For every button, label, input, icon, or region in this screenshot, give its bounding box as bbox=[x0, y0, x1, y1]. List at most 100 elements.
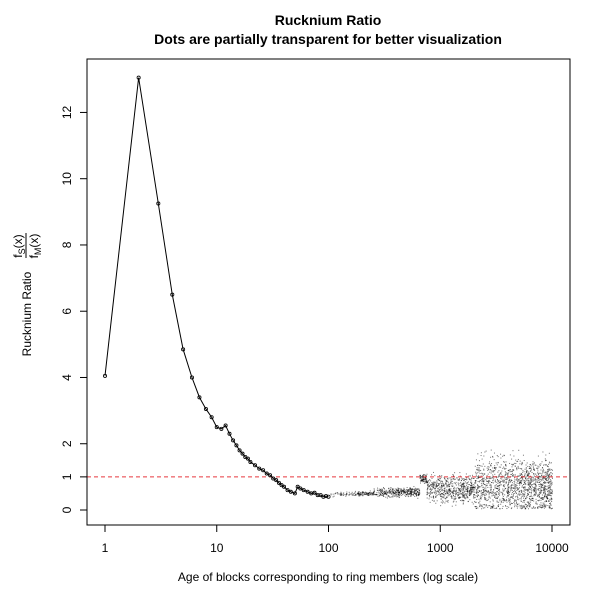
scatter-dot bbox=[532, 464, 534, 466]
scatter-dot bbox=[461, 489, 463, 491]
scatter-dot bbox=[542, 470, 544, 472]
scatter-dot bbox=[485, 477, 487, 479]
scatter-dot bbox=[471, 486, 473, 488]
scatter-dot bbox=[537, 477, 539, 479]
scatter-dot bbox=[500, 472, 502, 474]
scatter-dot bbox=[528, 474, 530, 476]
scatter-dot bbox=[471, 492, 473, 494]
scatter-dot bbox=[491, 463, 493, 465]
scatter-dot bbox=[526, 489, 528, 491]
scatter-dot bbox=[443, 485, 445, 487]
scatter-dot bbox=[540, 463, 542, 465]
scatter-dot bbox=[542, 498, 544, 500]
scatter-dot bbox=[393, 493, 395, 495]
scatter-dot bbox=[520, 474, 522, 476]
scatter-dot bbox=[539, 506, 541, 508]
scatter-dot bbox=[403, 487, 405, 489]
scatter-dot bbox=[383, 487, 385, 489]
scatter-dot bbox=[546, 478, 548, 480]
scatter-dot bbox=[550, 489, 552, 491]
ratio-point bbox=[240, 451, 245, 456]
scatter-dot bbox=[510, 508, 512, 510]
scatter-dot bbox=[523, 479, 525, 481]
scatter-dot bbox=[547, 469, 549, 471]
scatter-dot bbox=[527, 484, 529, 486]
scatter-dot bbox=[358, 493, 360, 495]
scatter-dot bbox=[498, 481, 500, 483]
scatter-dot bbox=[526, 495, 528, 497]
scatter-dot bbox=[542, 485, 544, 487]
scatter-dot bbox=[450, 477, 452, 479]
scatter-dot bbox=[477, 476, 479, 478]
scatter-dot bbox=[382, 494, 384, 496]
scatter-dot bbox=[509, 490, 511, 492]
scatter-dot bbox=[391, 496, 393, 498]
scatter-dot bbox=[428, 480, 430, 482]
scatter-dot bbox=[441, 502, 443, 504]
scatter-dot bbox=[471, 486, 473, 488]
scatter-dot bbox=[494, 495, 496, 497]
scatter-dot bbox=[432, 485, 434, 487]
scatter-dot bbox=[431, 482, 433, 484]
scatter-dot bbox=[527, 465, 529, 467]
scatter-dot bbox=[548, 506, 550, 508]
scatter-dot bbox=[419, 493, 421, 495]
scatter-dot bbox=[413, 492, 415, 494]
scatter-dot bbox=[523, 505, 525, 507]
scatter-dot bbox=[509, 462, 511, 464]
scatter-dot bbox=[394, 495, 396, 497]
scatter-dot bbox=[468, 479, 470, 481]
scatter-dot bbox=[547, 490, 549, 492]
scatter-dot bbox=[540, 476, 542, 478]
scatter-dot bbox=[522, 478, 524, 480]
scatter-dot bbox=[430, 480, 432, 482]
scatter-dot bbox=[528, 497, 530, 499]
scatter-dot bbox=[436, 484, 438, 486]
scatter-dot bbox=[532, 499, 534, 501]
scatter-dot bbox=[514, 503, 516, 505]
scatter-dot bbox=[497, 487, 499, 489]
scatter-dot bbox=[461, 486, 463, 488]
scatter-dot bbox=[390, 496, 392, 498]
scatter-dot bbox=[446, 485, 448, 487]
scatter-dot bbox=[470, 479, 472, 481]
scatter-dot bbox=[476, 476, 478, 478]
scatter-dot bbox=[522, 501, 524, 503]
scatter-dot bbox=[454, 472, 456, 474]
scatter-dot bbox=[422, 479, 424, 481]
scatter-dot bbox=[491, 476, 493, 478]
scatter-dot bbox=[536, 503, 538, 505]
scatter-dot bbox=[536, 495, 538, 497]
scatter-dot bbox=[472, 477, 474, 479]
scatter-dot bbox=[462, 487, 464, 489]
scatter-dot bbox=[532, 497, 534, 499]
scatter-dot bbox=[507, 492, 509, 494]
scatter-dot bbox=[463, 479, 465, 481]
scatter-dot bbox=[549, 505, 551, 507]
scatter-dot bbox=[543, 487, 545, 489]
scatter-dot bbox=[398, 496, 400, 498]
scatter-dot bbox=[485, 504, 487, 506]
scatter-dot bbox=[453, 499, 455, 501]
scatter-dot bbox=[473, 496, 475, 498]
scatter-dot bbox=[490, 477, 492, 479]
scatter-dot bbox=[386, 497, 388, 499]
scatter-dot bbox=[441, 490, 443, 492]
scatter-dot bbox=[459, 488, 461, 490]
scatter-dot bbox=[397, 492, 399, 494]
scatter-dot bbox=[467, 487, 469, 489]
scatter-dot bbox=[541, 483, 543, 485]
scatter-dots-layer bbox=[330, 449, 553, 510]
scatter-dot bbox=[497, 489, 499, 491]
scatter-dot bbox=[330, 493, 332, 495]
scatter-dot bbox=[539, 464, 541, 466]
scatter-dot bbox=[496, 500, 498, 502]
scatter-dot bbox=[354, 490, 356, 492]
scatter-dot bbox=[384, 492, 386, 494]
scatter-dot bbox=[486, 490, 488, 492]
scatter-dot bbox=[506, 501, 508, 503]
scatter-dot bbox=[460, 493, 462, 495]
scatter-dot bbox=[492, 494, 494, 496]
scatter-dot bbox=[529, 505, 531, 507]
scatter-dot bbox=[493, 491, 495, 493]
